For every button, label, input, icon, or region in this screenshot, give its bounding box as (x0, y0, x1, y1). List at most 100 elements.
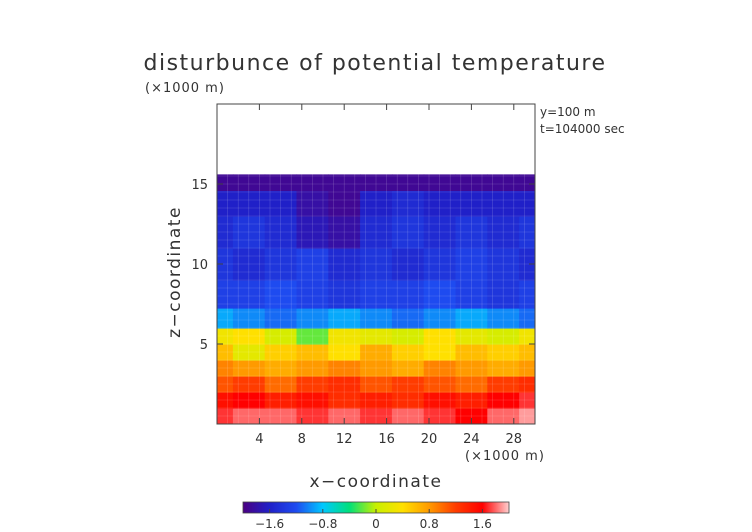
x-axis-label: x−coordinate (310, 472, 443, 492)
colorbar-tick-label: 1.6 (473, 517, 492, 531)
field-cell (328, 308, 361, 329)
field-cell (232, 280, 266, 309)
field-cell (328, 248, 361, 281)
colorbar-tick-label: −1.6 (255, 517, 284, 531)
field-cell (296, 280, 329, 309)
y-axis-label: z−coordinate (165, 206, 185, 338)
field-cell (264, 408, 298, 424)
field-cell (264, 308, 298, 329)
field-cell (296, 392, 329, 409)
field-cell (296, 344, 329, 361)
field-cell (391, 392, 425, 409)
field-cell (487, 344, 520, 361)
grid-lines (217, 104, 535, 424)
field-cell (423, 280, 457, 309)
chart-title: disturbunce of potential temperature (144, 51, 607, 76)
field-cell (487, 190, 520, 217)
field-cell (519, 408, 535, 424)
field-cell (455, 392, 488, 409)
annotation-time: t=104000 sec (540, 122, 625, 136)
field-cell (232, 248, 266, 281)
field-cell (391, 216, 425, 249)
field-cell (423, 392, 457, 409)
field-cell (360, 360, 393, 377)
field-cell (423, 308, 457, 329)
colorbar-ticks: −1.6 −0.8 0 0.8 1.6 (255, 509, 492, 531)
field-cell (519, 376, 535, 393)
x-axis-ticks: 4 8 12 16 20 24 28 (255, 104, 522, 447)
field-cell (217, 376, 234, 393)
field-cell (391, 190, 425, 217)
field-cell (455, 308, 488, 329)
field-cell (391, 328, 425, 345)
field-cell (296, 248, 329, 281)
field-cell (296, 308, 329, 329)
field-cell (296, 174, 329, 191)
y-tick-label: 15 (191, 178, 208, 193)
field-cell (217, 280, 234, 309)
field-cell (360, 328, 393, 345)
field-cell (519, 280, 535, 309)
field-cell (296, 328, 329, 345)
field-cell (360, 344, 393, 361)
field-cell (328, 190, 361, 217)
field-cell (519, 308, 535, 329)
field-cell (264, 360, 298, 377)
field-cell (423, 190, 457, 217)
field-cell (328, 216, 361, 249)
x-tick-label: 28 (506, 432, 523, 447)
field-cell (487, 328, 520, 345)
field-cell (360, 376, 393, 393)
field-cell (264, 392, 298, 409)
field-cell (423, 328, 457, 345)
field-cell (328, 344, 361, 361)
field-cell (519, 216, 535, 249)
field-cell (264, 216, 298, 249)
x-tick-label: 12 (336, 432, 353, 447)
field-cell (455, 280, 488, 309)
field-cell (232, 376, 266, 393)
field-cell (391, 174, 425, 191)
field-cell (296, 360, 329, 377)
annotation-y-position: y=100 m (540, 105, 596, 119)
field-cell (264, 376, 298, 393)
field-cell (519, 392, 535, 409)
field-cell (232, 190, 266, 217)
field-cell (455, 216, 488, 249)
field-cell (360, 174, 393, 191)
field-cell (232, 174, 266, 191)
field-cell (360, 280, 393, 309)
field-cell (423, 344, 457, 361)
field-cell (455, 376, 488, 393)
field-cell (328, 392, 361, 409)
field-cell (217, 308, 234, 329)
field-cell (487, 308, 520, 329)
field-cell (519, 344, 535, 361)
field-cell (264, 280, 298, 309)
field-cell (217, 174, 234, 191)
field-cell (423, 248, 457, 281)
field-cell (487, 408, 520, 424)
field-cell (217, 190, 234, 217)
field-cell (328, 328, 361, 345)
field-cell (217, 344, 234, 361)
field-cell (217, 408, 234, 424)
y-unit-label: (×1000 m) (145, 81, 225, 96)
field-cell (423, 216, 457, 249)
field-cell (264, 248, 298, 281)
field-cell (217, 216, 234, 249)
field-cell (455, 360, 488, 377)
field-cell (519, 248, 535, 281)
x-tick-label: 16 (378, 432, 395, 447)
field-cell (328, 280, 361, 309)
colorbar-tick-label: 0 (372, 517, 380, 531)
field-cell (487, 248, 520, 281)
field-cell (217, 360, 234, 377)
x-tick-label: 20 (421, 432, 438, 447)
field-cell (391, 280, 425, 309)
field-cell (487, 376, 520, 393)
field-cell (296, 190, 329, 217)
field-cell (360, 216, 393, 249)
field-cell (232, 308, 266, 329)
